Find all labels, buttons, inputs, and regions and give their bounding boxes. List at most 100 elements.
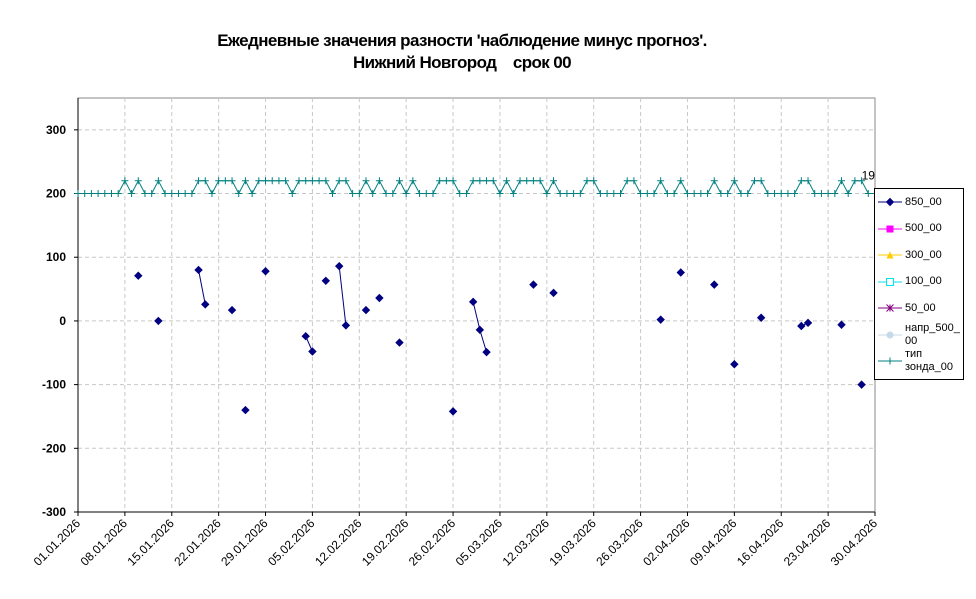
legend-entry: 850_00 [875, 189, 963, 216]
point [844, 190, 852, 198]
point [261, 267, 270, 276]
legend-entry: 300_00 [875, 242, 963, 269]
point [710, 280, 719, 289]
point [335, 177, 343, 185]
x-tick-label: 23.04.2026 [781, 516, 834, 569]
point [657, 177, 665, 185]
point [509, 190, 517, 198]
point [134, 177, 142, 185]
y-tick-label: 200 [46, 187, 66, 201]
point [710, 177, 718, 185]
point [369, 190, 377, 198]
point [851, 177, 859, 185]
point [101, 190, 109, 198]
point [362, 177, 370, 185]
plot-area [77, 97, 876, 513]
point [730, 177, 738, 185]
point [596, 190, 604, 198]
legend-label: 500_00 [905, 222, 942, 235]
point [334, 261, 344, 271]
point [543, 190, 551, 198]
point [275, 177, 283, 185]
legend-swatch [878, 304, 902, 313]
legend-label: тип зонда_00 [905, 348, 954, 374]
point [791, 190, 799, 198]
y-tick-label: 0 [59, 314, 66, 328]
point [456, 190, 464, 198]
point [717, 190, 725, 198]
point [194, 265, 203, 275]
point [395, 338, 404, 347]
point [704, 190, 712, 198]
point [886, 331, 894, 339]
point [201, 300, 210, 309]
x-tick-label: 08.01.2026 [78, 516, 131, 569]
point [148, 190, 156, 198]
point [797, 321, 806, 331]
point [886, 357, 894, 365]
point [630, 177, 638, 185]
point [302, 177, 310, 185]
point [161, 190, 169, 198]
point [288, 190, 296, 198]
point [886, 225, 894, 233]
point [295, 177, 303, 185]
point [322, 177, 330, 185]
point [141, 190, 149, 198]
point [449, 177, 457, 185]
point [797, 177, 805, 185]
legend-swatch [878, 251, 902, 259]
point [496, 190, 504, 198]
point [128, 190, 136, 198]
point [268, 177, 276, 185]
legend-label: напр_500_00 [905, 321, 960, 347]
point [241, 177, 249, 185]
point [556, 190, 564, 198]
point [389, 190, 397, 198]
point [114, 190, 122, 198]
x-tick-label: 01.01.2026 [31, 516, 84, 569]
point [134, 271, 143, 280]
point [676, 268, 685, 277]
x-tick-label: 09.04.2026 [687, 516, 740, 569]
point [724, 190, 732, 198]
point [610, 190, 618, 198]
legend-entry: тип зонда_00 [875, 348, 963, 375]
point [321, 276, 331, 286]
point [886, 304, 894, 313]
point [637, 190, 645, 198]
point [737, 190, 745, 198]
legend-entry: напр_500_00 [875, 322, 963, 349]
chart-subtitle: Нижний Новгород срок 00 [353, 53, 571, 72]
point [663, 190, 671, 198]
point [468, 297, 478, 307]
point [341, 321, 351, 330]
point [570, 190, 578, 198]
legend-entry: 500_00 [875, 216, 963, 243]
point [448, 407, 458, 416]
point [422, 190, 430, 198]
point [529, 177, 537, 185]
point [121, 177, 129, 185]
x-tick-label: 26.03.2026 [593, 516, 646, 569]
point [308, 347, 317, 356]
legend-entry: 50_00 [875, 295, 963, 322]
point [590, 177, 598, 185]
point [94, 190, 102, 198]
point [623, 177, 631, 185]
legend-label: 300_00 [905, 248, 942, 261]
point [262, 177, 270, 185]
legend-swatch [878, 225, 902, 233]
point [744, 190, 752, 198]
point [864, 190, 872, 198]
point [804, 177, 812, 185]
point [549, 288, 558, 298]
x-tick-label: 22.01.2026 [171, 516, 224, 569]
legend-swatch [878, 331, 902, 339]
point [462, 190, 470, 198]
point [482, 347, 491, 357]
legend-entry: 100_00 [875, 269, 963, 296]
point [442, 177, 450, 185]
